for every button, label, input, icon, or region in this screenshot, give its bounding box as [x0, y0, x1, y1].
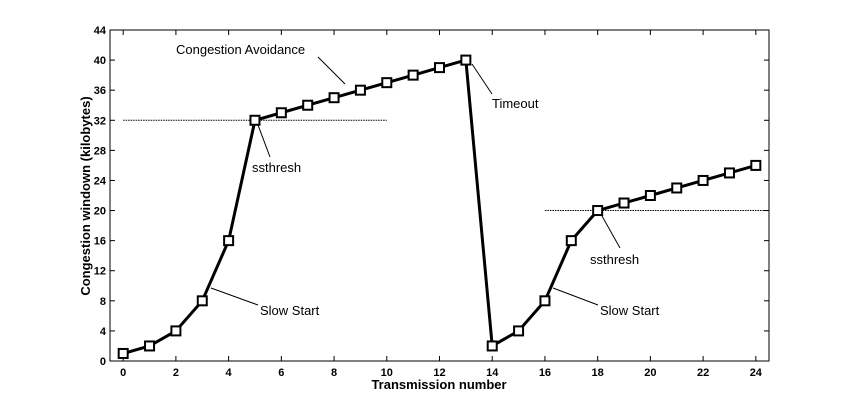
data-point-marker: [328, 92, 340, 104]
annotation-congestion-avoidance: Congestion Avoidance: [176, 42, 305, 57]
data-point-marker: [539, 295, 551, 307]
y-tick-label: 8: [100, 296, 106, 308]
series-segment: [464, 58, 494, 348]
data-point-marker: [486, 340, 498, 352]
y-tick-label: 16: [94, 236, 106, 248]
annotation-arrow-congestion-avoidance: [317, 56, 346, 85]
x-tick-label: 10: [381, 367, 393, 379]
annotation-arrow-ssthresh-2: [601, 215, 621, 249]
x-tick-label: 24: [750, 367, 763, 379]
data-point-marker: [513, 325, 525, 337]
y-tick-label: 28: [94, 145, 106, 157]
y-tick-label: 20: [94, 206, 106, 218]
data-point-marker: [750, 159, 762, 171]
x-tick-label: 8: [331, 367, 337, 379]
annotation-arrow-slow-start-1: [210, 287, 259, 306]
data-point-marker: [144, 340, 156, 352]
data-point-marker: [434, 62, 445, 74]
y-tick-label: 40: [94, 55, 106, 67]
annotation-ssthresh-1: ssthresh: [252, 160, 301, 175]
x-tick-label: 22: [697, 367, 709, 379]
data-point-marker: [592, 205, 604, 217]
data-point-marker: [196, 295, 208, 307]
data-point-marker: [671, 182, 683, 194]
annotation-timeout: Timeout: [492, 96, 539, 111]
x-tick-label: 4: [226, 367, 233, 379]
x-tick-label: 20: [644, 367, 656, 379]
x-axis-title: Transmission number: [371, 377, 506, 392]
data-point-marker: [275, 107, 287, 119]
annotations: Congestion Avoidance Timeout ssthresh Sl…: [176, 42, 660, 318]
data-point-marker: [618, 197, 630, 209]
x-tick-label: 2: [173, 367, 179, 379]
x-tick-label: 18: [592, 367, 604, 379]
annotation-slow-start-2: Slow Start: [600, 303, 660, 318]
data-markers: [117, 54, 762, 359]
x-tick-label: 6: [278, 367, 284, 379]
y-tick-label: 24: [94, 175, 107, 187]
y-tick-label: 36: [94, 85, 106, 97]
data-point-marker: [117, 347, 129, 359]
annotation-slow-start-1: Slow Start: [260, 303, 320, 318]
series-segment: [200, 239, 231, 303]
plot-frame: [109, 29, 770, 362]
data-point-marker: [697, 174, 709, 186]
annotation-arrow-slow-start-2: [552, 287, 599, 306]
data-point-marker: [723, 167, 735, 179]
y-tick-label: 44: [94, 25, 107, 37]
annotation-arrow-ssthresh-1: [257, 124, 271, 158]
data-point-marker: [354, 84, 366, 96]
x-tick-label: 16: [539, 367, 551, 379]
data-point-marker: [565, 235, 577, 247]
series-segment: [543, 239, 573, 303]
data-point-marker: [381, 77, 393, 89]
y-tick-label: 12: [94, 266, 106, 278]
x-tick-label: 0: [120, 367, 126, 379]
y-tick-label: 32: [94, 115, 106, 127]
data-point-marker: [170, 325, 182, 337]
data-point-marker: [460, 54, 472, 66]
axis-ticks: 0 2 4 6 8 10 12 14 16 18 20 22 240481216202428323640…: [94, 25, 769, 379]
annotation-arrow-timeout: [471, 63, 493, 95]
y-axis-title: Congestion windown (kilobytes): [78, 96, 93, 295]
y-tick-label: 0: [100, 356, 106, 368]
x-tick-label: 14: [486, 367, 499, 379]
data-point-marker: [302, 99, 314, 111]
data-point-marker: [407, 69, 419, 81]
x-tick-label: 12: [433, 367, 445, 379]
data-point-marker: [223, 235, 235, 247]
data-point-marker: [249, 114, 261, 126]
annotation-ssthresh-2: ssthresh: [590, 252, 639, 267]
series-segment: [227, 118, 257, 243]
threshold-lines: [123, 119, 769, 212]
data-point-marker: [644, 190, 656, 201]
y-tick-label: 4: [100, 326, 107, 338]
